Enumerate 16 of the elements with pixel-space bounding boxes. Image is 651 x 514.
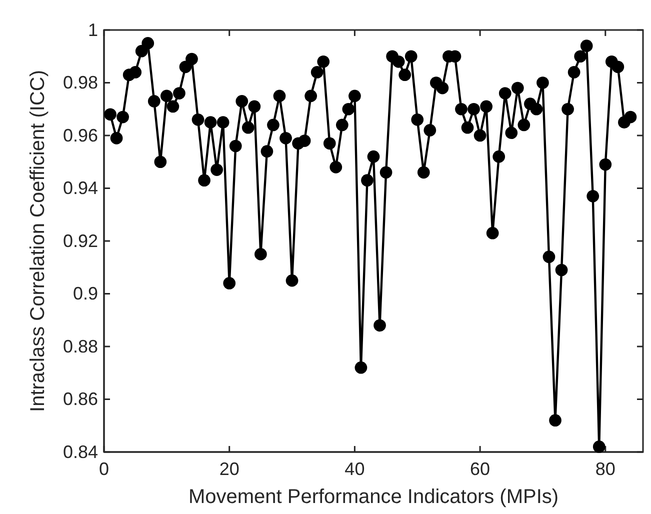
y-tick-label: 0.9	[72, 284, 98, 304]
x-axis-title: Movement Performance Indicators (MPIs)	[188, 486, 559, 508]
y-tick-label: 0.84	[62, 442, 98, 462]
y-tick-label: 1	[88, 20, 98, 40]
y-tick-label: 0.98	[62, 72, 98, 93]
y-tick-label: 0.88	[62, 336, 98, 356]
y-tick-label: 0.92	[62, 230, 98, 251]
y-tick-label: 0.94	[62, 178, 98, 198]
x-tick-label: 20	[219, 458, 240, 479]
x-tick-label: 40	[344, 458, 365, 479]
y-tick-label: 0.96	[62, 125, 98, 146]
x-tick-label: 60	[470, 458, 490, 479]
x-tick-label: 80	[595, 458, 616, 479]
y-tick-label: 0.86	[62, 389, 98, 410]
x-tick-label: 0	[98, 458, 110, 479]
y-axis-title: Intraclass Correlation Coefficient (ICC)	[27, 70, 49, 412]
